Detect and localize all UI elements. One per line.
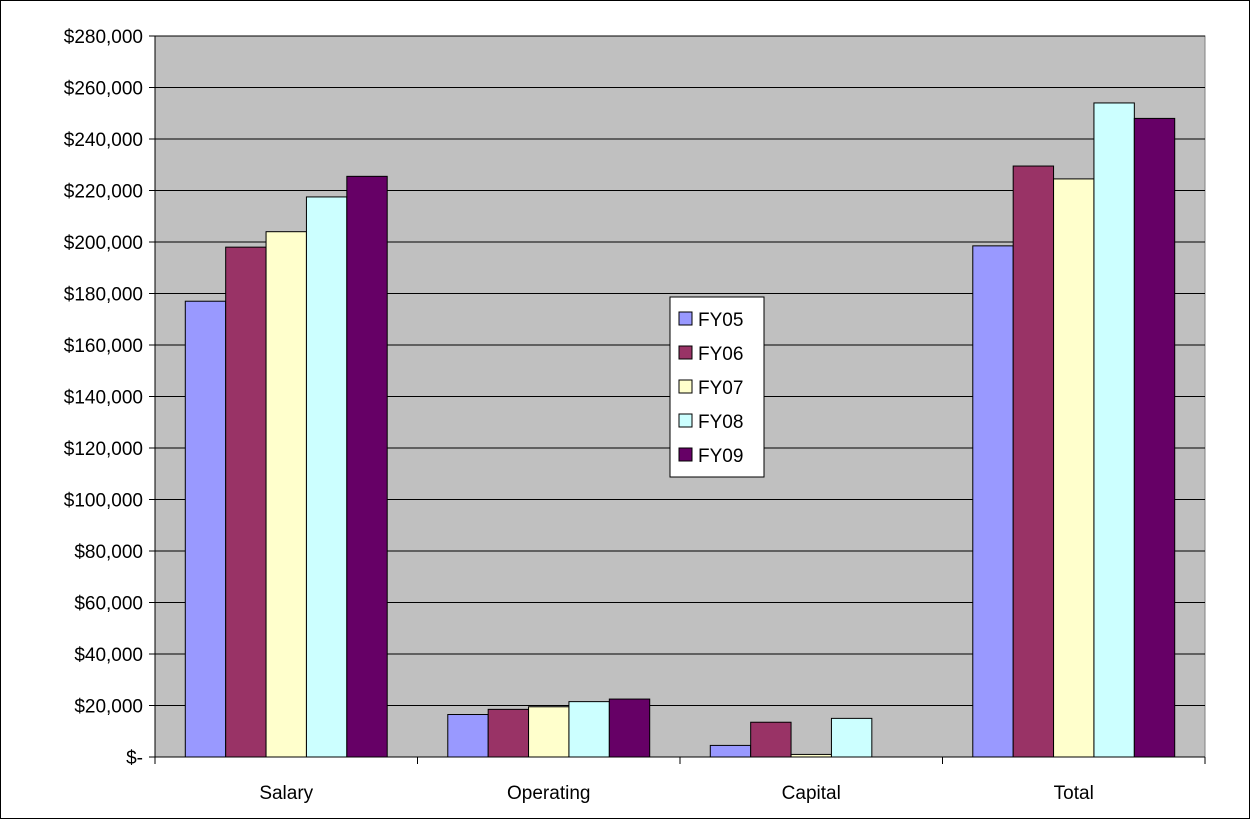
bar-fy09-operating	[608, 698, 651, 758]
legend-swatch-fy08	[678, 413, 693, 428]
legend-swatch-fy06	[678, 345, 693, 360]
y-tick-label: $40,000	[74, 645, 143, 666]
x-tick-label: Capital	[782, 783, 841, 804]
bar-fy06-operating	[487, 708, 530, 758]
bar-fy07-total	[1053, 178, 1095, 758]
x-tick-label: Operating	[507, 783, 590, 804]
bar-fy09-salary	[346, 175, 388, 758]
legend: FY05 FY06 FY07 FY08 FY09	[669, 296, 765, 478]
bar-fy08-salary	[305, 196, 348, 758]
legend-swatch-fy05	[678, 311, 693, 326]
y-tick-label: $20,000	[74, 697, 143, 718]
y-tick-label: $120,000	[64, 439, 143, 460]
x-tick-label: Salary	[259, 783, 313, 804]
y-tick-label: $220,000	[64, 182, 143, 203]
y-tick-label: $160,000	[64, 336, 143, 357]
bar-fy07-operating	[528, 706, 570, 758]
legend-swatch-fy09	[678, 447, 693, 462]
legend-swatch-fy07	[678, 379, 693, 394]
axes	[149, 35, 1206, 764]
bar-fy05-total	[972, 245, 1014, 758]
bar-fy08-capital	[830, 717, 873, 758]
bar-fy07-salary	[265, 231, 307, 758]
bar-fy08-total	[1093, 102, 1135, 758]
bar-fy05-salary	[184, 300, 227, 758]
bars	[184, 102, 1176, 758]
y-tick-label: $-	[126, 748, 143, 769]
legend-label-fy08: FY08	[698, 412, 743, 433]
y-tick-label: $280,000	[64, 27, 143, 48]
y-tick-label: $100,000	[64, 491, 143, 512]
bar-fy06-total	[1012, 165, 1055, 758]
x-tick-label: Total	[1054, 783, 1094, 804]
legend-label-fy06: FY06	[698, 344, 743, 365]
y-axis-tick-labels: $- $20,000 $40,000 $60,000 $80,000 $100,000 $1…	[64, 27, 143, 769]
bar-fy09-total	[1133, 117, 1176, 758]
bar-fy06-salary	[225, 246, 267, 758]
bar-fy05-capital	[709, 744, 752, 758]
y-tick-label: $260,000	[64, 79, 143, 100]
y-tick-label: $180,000	[64, 285, 143, 306]
bar-fy06-capital	[750, 721, 792, 758]
bar-fy05-operating	[447, 714, 489, 758]
y-tick-label: $200,000	[64, 233, 143, 254]
legend-label-fy05: FY05	[698, 310, 743, 331]
legend-label-fy09: FY09	[698, 446, 743, 467]
legend-box	[669, 296, 765, 478]
y-tick-label: $140,000	[64, 388, 143, 409]
legend-label-fy07: FY07	[698, 378, 743, 399]
y-tick-label: $240,000	[64, 130, 143, 151]
y-tick-label: $60,000	[74, 594, 143, 615]
y-tick-label: $80,000	[74, 542, 143, 563]
x-axis-tick-labels: Salary Operating Capital Total	[259, 783, 1094, 804]
bar-fy08-operating	[568, 701, 610, 758]
